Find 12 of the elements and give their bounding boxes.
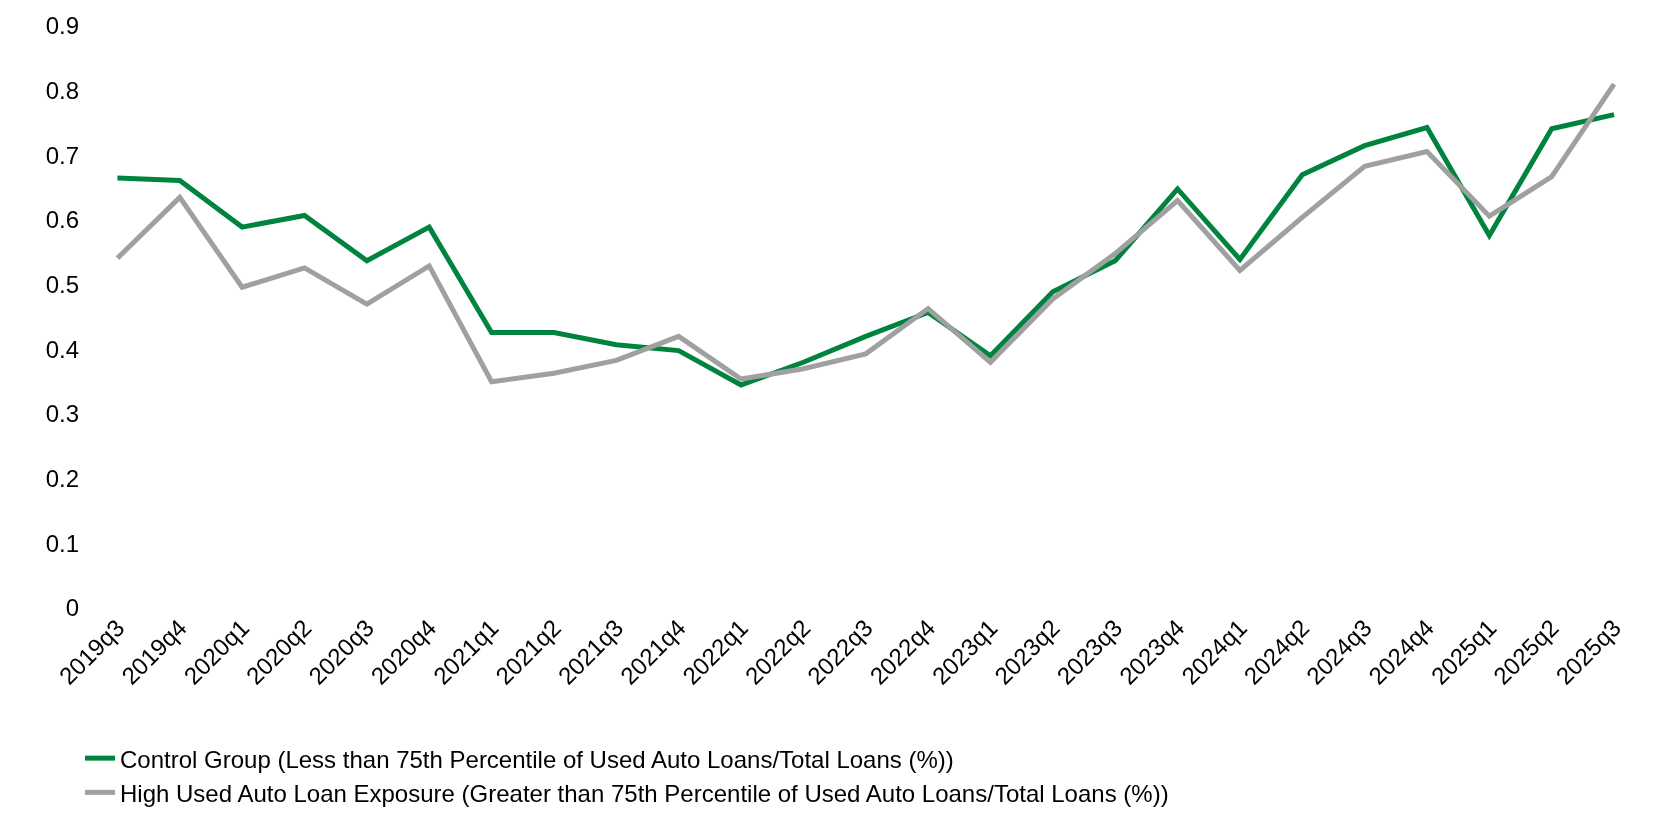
y-tick-label: 0 xyxy=(65,594,79,622)
y-tick-label: 0.4 xyxy=(45,335,79,363)
y-tick-label: 0.1 xyxy=(45,529,79,557)
y-tick-label: 0.3 xyxy=(45,400,79,428)
legend-label: Control Group (Less than 75th Percentile of Used Auto Loans/Total Loans (%)) xyxy=(120,745,954,773)
y-tick-label: 0.7 xyxy=(45,141,79,169)
y-tick-label: 0.6 xyxy=(45,206,79,234)
y-tick-label: 0.9 xyxy=(45,12,79,40)
y-tick-label: 0.5 xyxy=(45,271,79,299)
y-tick-label: 0.8 xyxy=(45,77,79,105)
y-tick-label: 0.2 xyxy=(45,465,79,493)
legend-label: High Used Auto Loan Exposure (Greater than 75th Percentile of Used Auto Loans/Total Loans (%)) xyxy=(120,779,1169,807)
